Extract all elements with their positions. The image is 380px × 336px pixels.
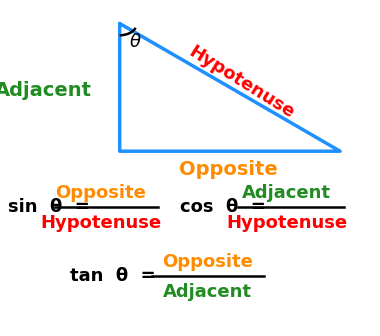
Text: Adjacent: Adjacent bbox=[0, 81, 92, 100]
Text: Opposite: Opposite bbox=[179, 160, 277, 179]
Text: θ: θ bbox=[130, 33, 140, 51]
Text: tan  θ  =: tan θ = bbox=[70, 266, 156, 285]
Text: cos  θ  =: cos θ = bbox=[180, 198, 266, 216]
Text: sin  θ  =: sin θ = bbox=[8, 198, 89, 216]
Text: Hypotenuse: Hypotenuse bbox=[226, 214, 347, 233]
Text: Opposite: Opposite bbox=[162, 253, 253, 271]
Text: Adjacent: Adjacent bbox=[242, 184, 331, 202]
Text: Hypotenuse: Hypotenuse bbox=[185, 43, 298, 122]
Text: Opposite: Opposite bbox=[55, 184, 146, 202]
Text: Hypotenuse: Hypotenuse bbox=[40, 214, 161, 233]
Text: Adjacent: Adjacent bbox=[163, 283, 252, 301]
